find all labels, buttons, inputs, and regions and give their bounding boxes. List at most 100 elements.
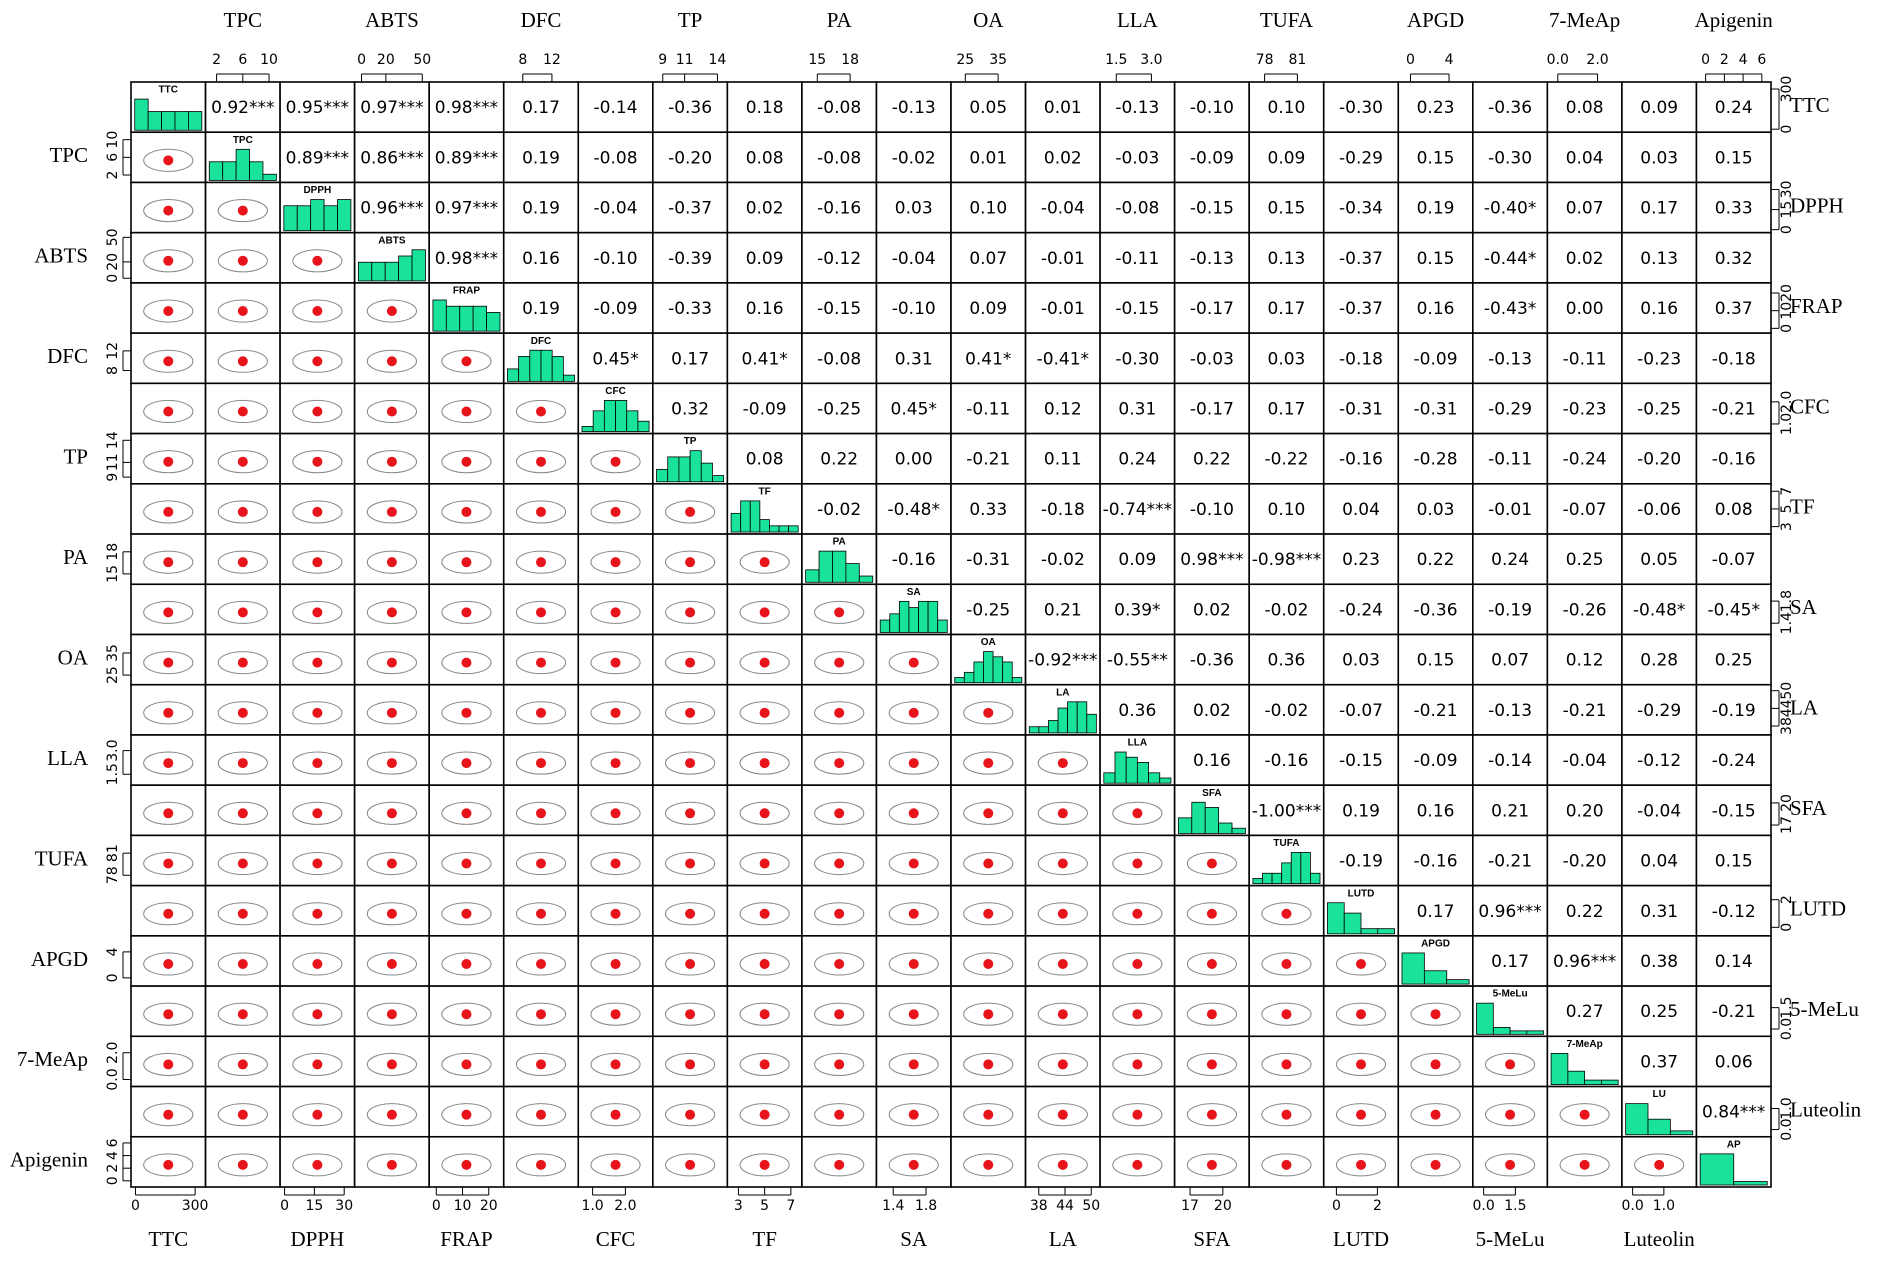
correlation-label: 0.17 <box>1417 902 1455 922</box>
panel <box>1546 683 1623 736</box>
panel <box>1248 81 1325 134</box>
ellipse <box>366 450 418 474</box>
panel <box>1472 332 1549 385</box>
center-dot <box>1206 858 1217 869</box>
center-dot <box>237 356 248 367</box>
ellipse <box>1410 1052 1461 1076</box>
correlation-label: 0.22 <box>1566 902 1604 922</box>
ellipse <box>814 651 865 675</box>
correlation-label: -0.36 <box>1414 600 1458 620</box>
center-dot <box>1430 1109 1441 1120</box>
ellipse <box>366 500 418 524</box>
panel <box>801 81 878 134</box>
histogram-bar <box>507 368 520 382</box>
center-dot <box>983 808 994 819</box>
correlation-label: 0.36 <box>1118 701 1156 721</box>
y-tick-label: 4 <box>105 947 121 956</box>
correlation-label: -0.15 <box>1712 801 1756 821</box>
histogram-bar <box>1360 928 1379 935</box>
correlation-label: -0.10 <box>1190 500 1234 520</box>
axis-title: OA <box>973 8 1004 32</box>
center-dot <box>536 707 546 718</box>
panel <box>1621 181 1698 234</box>
panel <box>1248 231 1325 284</box>
center-dot <box>461 657 472 668</box>
correlation-label: -0.48* <box>1633 600 1686 620</box>
correlation-label: 0.16 <box>1193 751 1231 771</box>
correlation-label: -0.16 <box>1414 852 1458 872</box>
center-dot <box>1057 808 1068 819</box>
ellipse <box>739 902 790 926</box>
ellipse <box>1335 1002 1387 1026</box>
x-tick-label: 4 <box>1445 52 1454 68</box>
ellipse <box>143 249 194 273</box>
center-dot <box>386 306 397 317</box>
center-dot <box>685 808 696 819</box>
ellipse <box>739 600 790 624</box>
correlation-label: 0.15 <box>1715 148 1753 168</box>
axis-title: 5-MeLu <box>1476 1227 1545 1251</box>
panel <box>1695 834 1772 887</box>
center-dot <box>163 1109 174 1120</box>
correlation-label: 0.84*** <box>1702 1103 1765 1123</box>
y-tick-label: 18 <box>105 543 121 561</box>
histogram-bar <box>323 205 338 232</box>
histogram-bar <box>518 356 531 382</box>
ellipse <box>664 902 716 926</box>
center-dot <box>834 657 845 668</box>
axis-title: LA <box>1790 696 1819 720</box>
ellipse <box>664 751 716 775</box>
ellipse <box>1112 1103 1163 1127</box>
histogram-bar <box>749 500 761 533</box>
histogram-bar <box>1204 807 1220 834</box>
y-tick-label: 1.0 <box>1779 1097 1795 1119</box>
y-tick-label: 44 <box>1779 699 1795 717</box>
correlation-label: -0.48* <box>887 500 940 520</box>
center-dot <box>1356 958 1366 969</box>
ellipse <box>664 1052 716 1076</box>
ellipse <box>814 1103 865 1127</box>
panel <box>1024 382 1101 435</box>
correlation-label: -0.08 <box>817 98 861 118</box>
histogram-bar <box>1125 756 1138 784</box>
correlation-label: 0.21 <box>1491 801 1529 821</box>
panel <box>1695 784 1772 837</box>
correlation-label: 0.96*** <box>1553 952 1616 972</box>
ellipse <box>366 550 418 574</box>
ellipse <box>1484 1103 1536 1127</box>
correlation-label: 0.17 <box>1491 952 1529 972</box>
histogram-label: ABTS <box>378 235 406 246</box>
center-dot <box>1281 1059 1292 1070</box>
ellipse <box>515 902 567 926</box>
panel <box>1621 231 1698 284</box>
histogram-bar <box>1699 1153 1735 1186</box>
panel <box>1695 81 1772 134</box>
axis-title: TUFA <box>35 846 89 870</box>
histogram-bar <box>1601 1079 1619 1085</box>
center-dot <box>386 707 397 718</box>
ellipse <box>366 399 418 424</box>
axis-title: PA <box>63 545 89 569</box>
ellipse <box>590 701 641 725</box>
correlation-label: -0.20 <box>1637 450 1681 470</box>
correlation-label: -0.16 <box>1264 751 1308 771</box>
center-dot <box>312 808 323 819</box>
ellipse <box>1037 1002 1088 1026</box>
x-tick-label: 0 <box>1332 1198 1341 1214</box>
center-dot <box>1132 1009 1143 1020</box>
panel <box>1173 633 1250 686</box>
y-tick-label: 0 <box>1779 324 1795 333</box>
y-tick-label: 50 <box>105 228 121 246</box>
correlation-label: 0.01 <box>969 148 1007 168</box>
correlation-label: -0.18 <box>1712 349 1756 369</box>
correlation-label: 0.17 <box>671 349 709 369</box>
center-dot <box>834 858 845 869</box>
histogram-bar <box>637 420 650 432</box>
center-dot <box>461 707 472 718</box>
correlation-label: 0.17 <box>522 98 560 118</box>
panel <box>1322 683 1400 736</box>
panel <box>1695 985 1772 1038</box>
correlation-label: 0.45* <box>891 399 937 419</box>
panel <box>1248 181 1325 234</box>
